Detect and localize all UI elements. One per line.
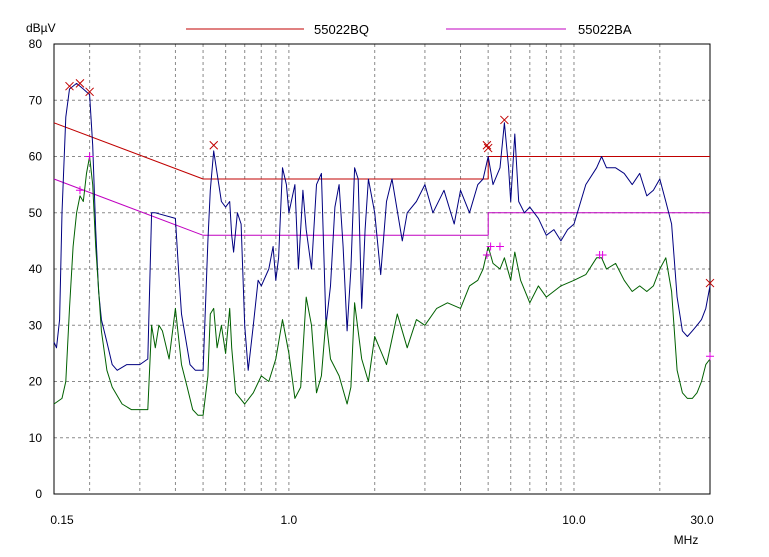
series-layer <box>53 82 711 416</box>
y-tick-label: 0 <box>35 487 42 501</box>
marker-layer <box>65 79 715 361</box>
legend: 55022BQ 55022BA <box>186 22 632 37</box>
peak-marker-x <box>482 140 492 150</box>
measurement-trace-2 <box>53 82 711 371</box>
legend-label-55022ba: 55022BA <box>578 22 632 37</box>
peak-marker-plus <box>486 242 495 251</box>
peak-marker-plus <box>706 352 714 361</box>
peak-marker-x <box>500 115 509 125</box>
y-tick-label: 80 <box>29 37 43 51</box>
limit-line-0 <box>53 122 710 180</box>
plot-frame <box>53 43 711 495</box>
peak-marker-x <box>705 278 715 288</box>
x-axis-label: MHz <box>674 533 699 547</box>
peak-marker-plus <box>495 242 504 251</box>
x-tick-labels: 0.15 1.0 10.0 30.0 <box>50 513 714 527</box>
measurement-trace-3 <box>53 156 711 416</box>
peak-marker-plus <box>75 186 84 195</box>
x-tick-label: 1.0 <box>281 513 298 527</box>
peak-marker-plus <box>85 152 94 161</box>
x-tick-label: 30.0 <box>690 513 714 527</box>
peak-marker-x <box>209 140 219 150</box>
y-tick-label: 20 <box>29 375 43 389</box>
y-tick-label: 40 <box>29 262 43 276</box>
y-tick-labels: 0 10 20 30 40 50 60 70 80 <box>29 37 43 501</box>
peak-marker-plus <box>482 250 491 259</box>
y-tick-label: 50 <box>29 206 43 220</box>
y-axis-label: dBµV <box>26 21 56 35</box>
peak-marker-plus <box>598 250 607 259</box>
grid-lines <box>54 44 710 494</box>
x-tick-label: 10.0 <box>562 513 586 527</box>
y-tick-label: 70 <box>29 93 43 107</box>
peak-marker-x <box>75 79 85 88</box>
peak-marker-x <box>483 143 493 153</box>
peak-marker-x <box>65 81 74 91</box>
legend-label-55022bq: 55022BQ <box>314 22 369 37</box>
x-tick-label: 0.15 <box>50 513 74 527</box>
y-tick-label: 10 <box>29 431 43 445</box>
limit-line-1 <box>53 178 710 236</box>
peak-marker-x <box>85 87 94 97</box>
y-tick-label: 60 <box>29 150 43 164</box>
y-tick-label: 30 <box>29 318 43 332</box>
